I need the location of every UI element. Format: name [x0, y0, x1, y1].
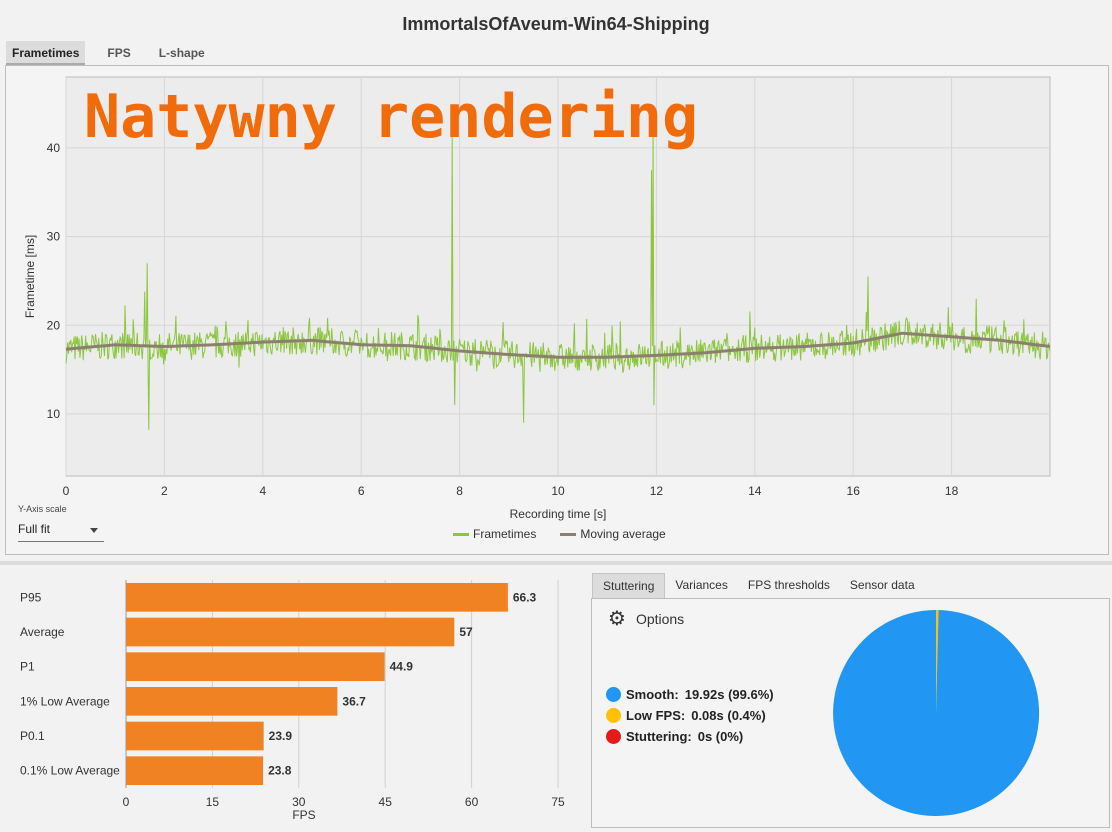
bar-value-label: 23.8 — [268, 764, 292, 778]
legend-row-smooth: Smooth: 19.92s (99.6%) — [606, 684, 774, 705]
fps-metrics-panel: 0 15 30 45 60 75 FPS P95 66.3 Average 57 P1 44.9 1% L… — [0, 566, 580, 832]
legend-label-frametimes: Frametimes — [473, 527, 537, 541]
x-tick-label: 10 — [551, 484, 565, 498]
options-label: Options — [635, 611, 685, 627]
legend-row-stuttering: Stuttering: 0s (0%) — [606, 726, 774, 747]
x-tick-label: 4 — [259, 484, 266, 498]
y-axis-scale-value: Full fit — [18, 522, 51, 536]
chart-tabs: Frametimes FPS L-shape — [6, 41, 227, 65]
moving-average-swatch — [560, 532, 577, 536]
panel-divider[interactable] — [0, 561, 1112, 565]
bar-category-label: 1% Low Average — [20, 694, 110, 708]
tab-fps[interactable]: FPS — [107, 46, 131, 60]
moving-average-series-line — [65, 331, 1051, 359]
frametime-chart[interactable]: 0 2 4 6 8 10 12 14 16 18 10 20 30 40 Recording time [s… — [6, 66, 1110, 556]
options-button[interactable]: ⚙ Options — [608, 609, 684, 629]
y-axis-scale-label: Y-Axis scale — [18, 504, 67, 514]
x-tick-label: 75 — [551, 795, 565, 809]
bar-category-label: P1 — [20, 660, 35, 674]
bar-p0-1 — [126, 721, 264, 751]
chevron-down-icon — [90, 528, 98, 533]
bar-category-label: P95 — [20, 590, 42, 604]
x-tick-label: 60 — [465, 795, 479, 809]
frametimes-swatch — [453, 532, 469, 536]
stuttering-dot-icon — [606, 729, 621, 744]
bar-average — [126, 617, 455, 647]
tab-variances[interactable]: Variances — [675, 578, 728, 592]
bar-p1 — [126, 652, 385, 681]
x-tick-label: 14 — [748, 484, 762, 498]
bar-category-label: 0.1% Low Average — [20, 764, 120, 778]
stuttering-pie-chart — [833, 609, 1040, 816]
x-tick-label: 0 — [123, 795, 130, 809]
x-tick-label: 16 — [847, 484, 861, 498]
stuttering-label: Stuttering: — [626, 729, 692, 744]
window-title: ImmortalsOfAveum-Win64-Shipping — [402, 14, 710, 34]
bar-value-label: 23.9 — [269, 729, 293, 743]
y-tick-label: 30 — [47, 230, 61, 244]
x-tick-label: 45 — [379, 795, 393, 809]
smooth-label: Smooth: — [626, 687, 679, 702]
tab-sensor-data[interactable]: Sensor data — [849, 578, 915, 592]
bar-0-1-low-average — [126, 756, 264, 785]
smooth-value: 19.92s (99.6%) — [684, 687, 774, 702]
stuttering-value: 0s (0%) — [697, 729, 744, 744]
bar-value-label: 66.3 — [513, 590, 537, 604]
gear-icon: ⚙ — [608, 608, 626, 630]
stats-tabs: Stuttering Variances FPS thresholds Sens… — [592, 573, 925, 598]
x-tick-label: 8 — [456, 484, 463, 498]
x-axis-label: FPS — [292, 808, 315, 822]
low-fps-value: 0.08s (0.4%) — [691, 708, 766, 723]
tab-stuttering[interactable]: Stuttering — [592, 573, 666, 598]
x-tick-label: 18 — [945, 484, 959, 498]
x-tick-label: 6 — [358, 484, 365, 498]
smooth-dot-icon — [606, 687, 621, 702]
bar-1-low-average — [126, 687, 338, 716]
pie-slice-smooth — [833, 610, 1040, 816]
chart-legend: Frametimes Moving average — [453, 527, 690, 541]
tab-l-shape[interactable]: L-shape — [158, 46, 205, 60]
y-tick-label: 40 — [47, 141, 61, 155]
legend-label-moving-average: Moving average — [580, 527, 666, 541]
x-tick-label: 30 — [292, 795, 306, 809]
legend-row-low-fps: Low FPS: 0.08s (0.4%) — [606, 705, 774, 726]
overlay-caption: Natywny rendering — [84, 82, 698, 152]
bar-value-label: 44.9 — [390, 660, 414, 674]
bar-p95 — [126, 583, 508, 612]
x-axis-label: Recording time [s] — [510, 507, 607, 521]
x-tick-label: 12 — [650, 484, 664, 498]
y-tick-label: 20 — [47, 318, 61, 332]
frametime-chart-panel: 0 2 4 6 8 10 12 14 16 18 10 20 30 40 Recording time [s… — [5, 65, 1109, 555]
low-fps-label: Low FPS: — [626, 708, 686, 723]
stutter-legend: Smooth: 19.92s (99.6%) Low FPS: 0.08s (0… — [606, 684, 774, 747]
y-axis-label: Frametime [ms] — [23, 235, 37, 318]
bar-value-label: 36.7 — [342, 694, 366, 708]
bar-category-label: P0.1 — [20, 729, 45, 743]
legend-item-frametimes[interactable]: Frametimes — [453, 527, 536, 541]
y-tick-label: 10 — [47, 407, 61, 421]
tab-frametimes[interactable]: Frametimes — [6, 41, 86, 65]
x-tick-label: 15 — [206, 795, 220, 809]
bar-value-label: 57 — [459, 625, 473, 639]
stuttering-panel: ⚙ Options Smooth: 19.92s (99.6%) Low FPS… — [591, 598, 1110, 828]
y-axis-scale-dropdown[interactable]: Full fit — [18, 518, 104, 542]
x-tick-label: 2 — [161, 484, 168, 498]
legend-item-moving-average[interactable]: Moving average — [560, 527, 666, 541]
frametimes-series-line — [65, 130, 1051, 430]
low-fps-dot-icon — [606, 708, 621, 723]
bar-category-label: Average — [20, 625, 65, 639]
x-tick-label: 0 — [63, 484, 70, 498]
pie-slice-low-fps — [936, 609, 939, 713]
fps-bar-chart: 0 15 30 45 60 75 FPS P95 66.3 Average 57 P1 44.9 1% L… — [20, 580, 565, 822]
tab-fps-thresholds[interactable]: FPS thresholds — [747, 578, 830, 592]
